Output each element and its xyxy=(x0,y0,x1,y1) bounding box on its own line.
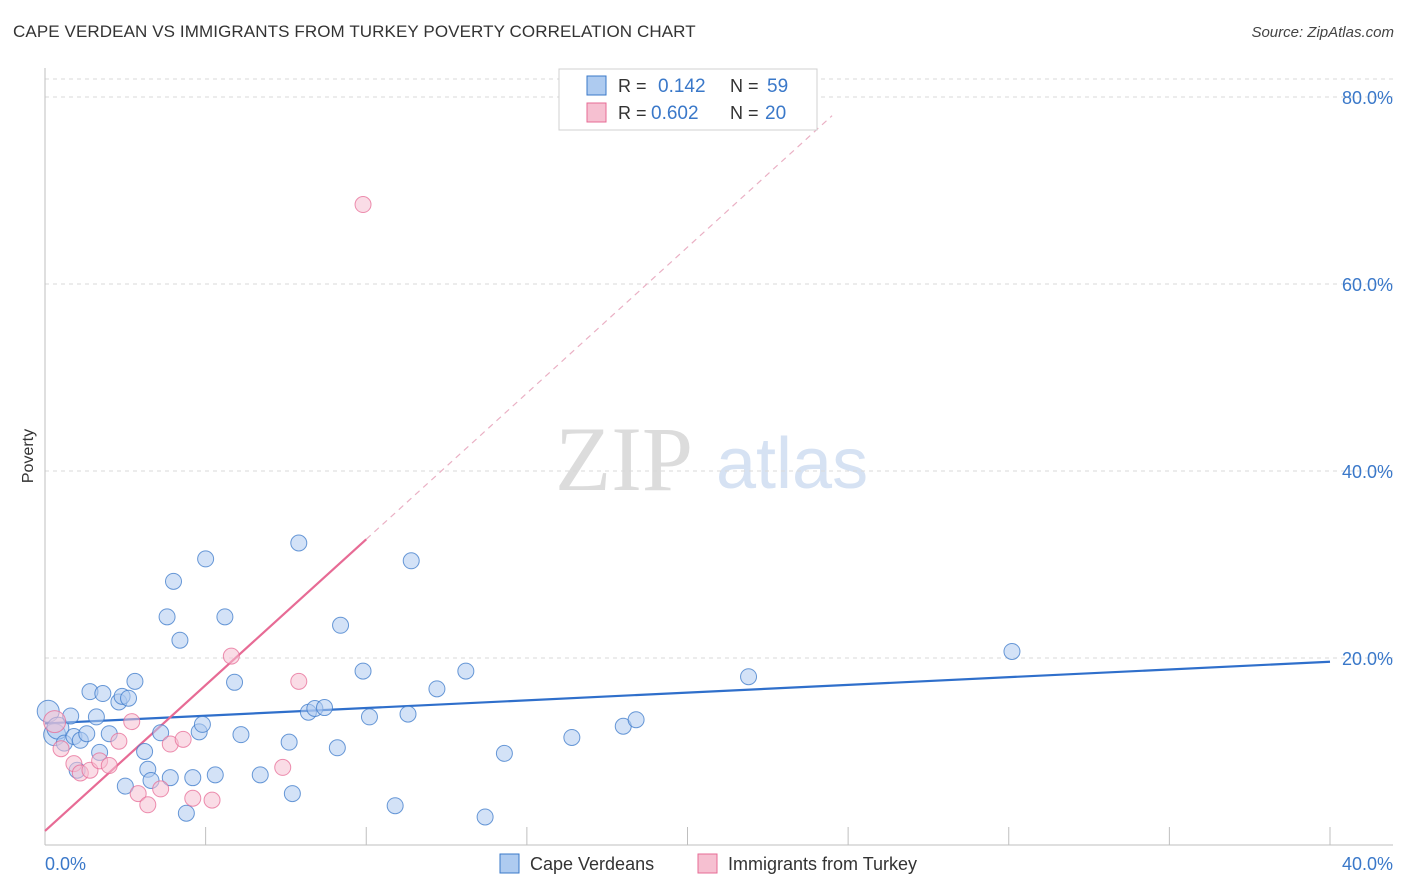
point-cape-verdeans-38 xyxy=(283,785,301,803)
tick-labels: 20.0% 40.0% 60.0% 80.0% 0.0% 40.0% xyxy=(45,88,1393,874)
point-cape-verdeans-44 xyxy=(332,616,350,634)
point-turkey-19 xyxy=(354,196,372,214)
legend-swatch-turkey xyxy=(586,102,607,123)
point-turkey-15 xyxy=(203,791,221,809)
watermark-atlas: atlas xyxy=(716,424,868,504)
point-cape-verdeans-46 xyxy=(360,708,378,726)
y-tick-label-80: 80.0% xyxy=(1342,88,1393,108)
point-cape-verdeans-19 xyxy=(136,743,154,760)
point-cape-verdeans-52 xyxy=(476,808,494,826)
point-cape-verdeans-23 xyxy=(158,608,176,626)
point-turkey-7 xyxy=(110,732,128,750)
x-ticks xyxy=(205,827,1331,845)
chart-title: CAPE VERDEAN VS IMMIGRANTS FROM TURKEY P… xyxy=(13,22,696,41)
legend-n-value-1: 59 xyxy=(767,76,788,97)
point-turkey-14 xyxy=(184,789,202,807)
point-cape-verdeans-27 xyxy=(177,804,195,822)
legend-n-value-2: 20 xyxy=(765,103,786,124)
series-legend: Cape Verdeans Immigrants from Turkey xyxy=(499,853,917,874)
legend-n-label-2: N = xyxy=(730,103,759,123)
watermark-zip: ZIP xyxy=(555,408,693,510)
point-turkey-6 xyxy=(100,757,118,775)
point-cape-verdeans-58 xyxy=(1003,642,1021,660)
point-cape-verdeans-48 xyxy=(399,705,417,723)
gridlines xyxy=(45,78,1393,659)
point-turkey-9 xyxy=(129,785,147,803)
point-cape-verdeans-42 xyxy=(315,699,333,717)
legend-r-value-1: 0.142 xyxy=(658,76,706,97)
point-turkey-13 xyxy=(174,730,192,748)
point-cape-verdeans-39 xyxy=(290,534,308,552)
legend-r-value-2: 0.602 xyxy=(651,103,699,124)
trend-lines xyxy=(44,115,1331,832)
point-cape-verdeans-56 xyxy=(627,711,645,729)
point-cape-verdeans-24 xyxy=(161,769,179,787)
legend-r-label-2: R = xyxy=(618,103,647,123)
legend-r-label-1: R = xyxy=(618,76,647,96)
point-cape-verdeans-28 xyxy=(184,769,202,787)
point-cape-verdeans-32 xyxy=(206,766,224,784)
x-tick-label-0: 0.0% xyxy=(45,854,86,874)
point-turkey-8 xyxy=(123,713,141,731)
series-legend-label-cape-verdeans: Cape Verdeans xyxy=(530,854,654,874)
point-cape-verdeans-18 xyxy=(126,672,144,690)
point-turkey-17 xyxy=(274,758,292,776)
point-cape-verdeans-54 xyxy=(563,728,581,746)
series-legend-label-turkey: Immigrants from Turkey xyxy=(728,854,917,874)
legend-swatch-cape-verdeans xyxy=(586,75,607,96)
data-points xyxy=(36,196,1021,826)
point-turkey-0 xyxy=(43,710,67,734)
point-cape-verdeans-37 xyxy=(280,733,298,751)
point-turkey-10 xyxy=(139,796,157,814)
point-cape-verdeans-49 xyxy=(402,552,420,570)
legend-n-label-1: N = xyxy=(730,76,759,96)
point-turkey-18 xyxy=(290,672,308,690)
point-cape-verdeans-51 xyxy=(457,662,475,680)
point-cape-verdeans-43 xyxy=(328,739,346,757)
y-tick-label-40: 40.0% xyxy=(1342,462,1393,482)
trend-line-1 xyxy=(44,538,367,832)
point-cape-verdeans-53 xyxy=(495,744,513,762)
point-cape-verdeans-45 xyxy=(354,662,372,680)
point-cape-verdeans-12 xyxy=(94,685,112,703)
correlation-legend: R = 0.142 N = 59 R = 0.602 N = 20 xyxy=(558,68,818,131)
point-cape-verdeans-34 xyxy=(226,673,244,691)
point-cape-verdeans-8 xyxy=(78,725,96,743)
y-tick-label-20: 20.0% xyxy=(1342,649,1393,669)
series-legend-swatch-turkey xyxy=(697,853,718,874)
point-cape-verdeans-17 xyxy=(120,689,138,707)
point-turkey-11 xyxy=(152,780,170,798)
point-turkey-1 xyxy=(52,740,70,758)
point-cape-verdeans-57 xyxy=(740,668,758,686)
watermark: ZIP atlas xyxy=(555,408,868,510)
x-tick-label-40: 40.0% xyxy=(1342,854,1393,874)
point-cape-verdeans-26 xyxy=(171,631,189,649)
point-turkey-16 xyxy=(222,647,240,665)
point-cape-verdeans-10 xyxy=(87,708,105,726)
source-label: Source: ZipAtlas.com xyxy=(1251,24,1394,41)
point-cape-verdeans-35 xyxy=(232,726,250,744)
point-cape-verdeans-16 xyxy=(116,777,134,795)
point-cape-verdeans-22 xyxy=(152,724,170,742)
trend-line-0 xyxy=(44,660,1331,725)
y-tick-label-60: 60.0% xyxy=(1342,275,1393,295)
point-cape-verdeans-50 xyxy=(428,680,446,698)
point-cape-verdeans-30 xyxy=(193,715,211,733)
point-cape-verdeans-47 xyxy=(386,797,404,815)
point-cape-verdeans-25 xyxy=(165,572,182,590)
series-legend-swatch-cape-verdeans xyxy=(499,853,520,874)
y-axis-title: Poverty xyxy=(20,429,37,483)
point-cape-verdeans-31 xyxy=(197,550,215,568)
point-cape-verdeans-36 xyxy=(251,766,269,784)
trend-extension-1 xyxy=(365,115,833,540)
point-cape-verdeans-33 xyxy=(216,608,234,626)
